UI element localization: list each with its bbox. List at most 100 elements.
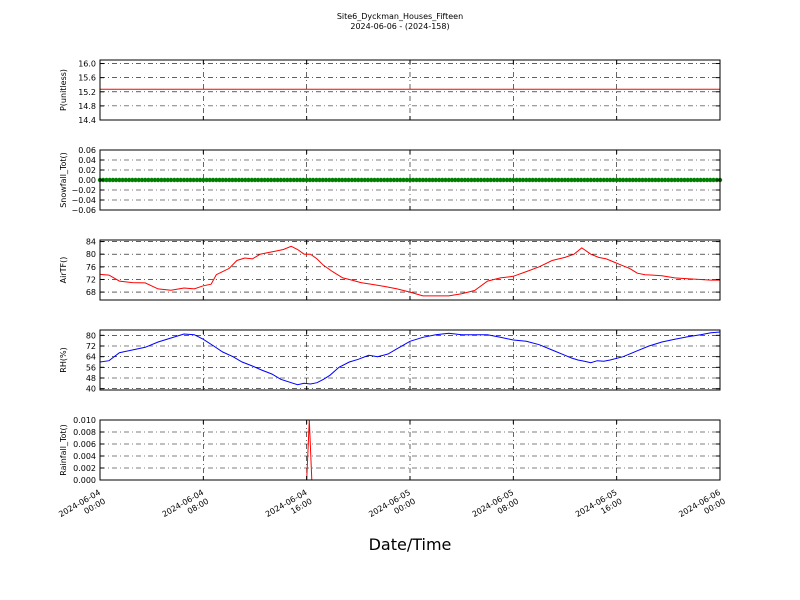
x-tick-label: 2024-06-0408:00 <box>161 488 211 528</box>
data-point <box>323 177 329 183</box>
data-point <box>207 177 212 183</box>
data-point <box>604 177 610 183</box>
data-point <box>301 177 306 183</box>
data-point <box>230 177 235 183</box>
data-point <box>117 177 122 183</box>
data-point <box>310 177 316 183</box>
data-point <box>520 177 526 183</box>
data-point <box>107 177 112 183</box>
series-line <box>100 245 720 297</box>
data-point <box>578 177 584 183</box>
data-point <box>139 177 145 183</box>
data-point <box>698 177 703 183</box>
data-point <box>404 177 409 183</box>
y-axis-label: AirTF() <box>59 257 68 284</box>
data-point <box>543 177 548 183</box>
data-point <box>349 177 355 183</box>
x-tick-label: 2024-06-0500:00 <box>367 488 417 528</box>
data-point <box>449 177 455 183</box>
data-point <box>210 177 216 183</box>
data-point <box>159 177 164 183</box>
data-point <box>540 177 545 183</box>
data-point <box>436 177 442 183</box>
data-point <box>356 177 361 183</box>
data-point <box>666 177 671 183</box>
data-point <box>172 177 177 183</box>
data-point <box>533 177 539 183</box>
y-tick-label: 0.00 <box>78 176 96 185</box>
series-line <box>100 331 720 386</box>
data-point <box>330 177 335 183</box>
chart-title: Site6_Dyckman_Houses_Fifteen <box>337 12 463 21</box>
data-point <box>104 177 109 183</box>
data-point <box>130 177 135 183</box>
data-point <box>298 177 303 183</box>
panels: 14.414.815.215.616.0P(unitless)−0.06−0.0… <box>59 59 723 485</box>
panel-2: −0.06−0.04−0.020.000.020.040.06 Snowfall_… <box>59 146 723 215</box>
data-point <box>336 177 342 183</box>
data-point <box>191 177 196 183</box>
data-point <box>346 177 351 183</box>
panel-3: 68 72 76 80 84 AirTF() <box>59 238 721 301</box>
data-point <box>620 177 626 183</box>
data-point <box>227 177 232 183</box>
data-point <box>462 177 468 183</box>
data-point <box>562 177 568 183</box>
data-point <box>359 177 364 183</box>
x-axis-label: Date/Time <box>369 535 452 554</box>
data-point <box>433 177 438 183</box>
data-point <box>656 177 661 183</box>
data-point <box>181 177 187 183</box>
chart-subtitle: 2024-06-06 - (2024-158) <box>350 22 449 31</box>
x-tick-label: 2024-06-0400:00 <box>57 488 107 528</box>
data-point <box>220 177 225 183</box>
data-point <box>491 177 497 183</box>
y-tick-label: 64 <box>86 353 96 362</box>
data-point <box>113 177 119 183</box>
data-point <box>201 177 206 183</box>
y-tick-label: 40 <box>86 385 96 394</box>
data-point <box>136 177 141 183</box>
data-point <box>391 177 397 183</box>
x-tick-label: 2024-06-0508:00 <box>471 488 521 528</box>
data-point <box>178 177 183 183</box>
y-tick-label: 0.010 <box>73 416 96 425</box>
data-point <box>285 177 290 183</box>
data-point <box>294 177 300 183</box>
data-point <box>194 177 200 183</box>
data-point <box>333 177 338 183</box>
data-point <box>688 177 694 183</box>
data-point <box>633 177 639 183</box>
data-point <box>472 177 477 183</box>
data-point <box>650 177 655 183</box>
y-tick-label: 80 <box>86 250 96 259</box>
y-tick-label: −0.02 <box>71 186 96 195</box>
data-point <box>572 177 577 183</box>
data-point <box>146 177 151 183</box>
data-point <box>423 177 429 183</box>
y-axis-label: Rainfall_Tot() <box>59 424 68 476</box>
data-point <box>530 177 535 183</box>
data-point <box>314 177 319 183</box>
data-point <box>217 177 222 183</box>
data-point <box>362 177 367 183</box>
data-point <box>246 177 251 183</box>
data-point <box>495 177 500 183</box>
data-point <box>414 177 419 183</box>
data-point <box>630 177 635 183</box>
y-axis-label: P(unitless) <box>59 69 68 111</box>
data-point <box>272 177 277 183</box>
data-point <box>126 177 132 183</box>
data-point <box>340 177 345 183</box>
data-point <box>123 177 128 183</box>
data-point <box>711 177 716 183</box>
data-point <box>411 177 416 183</box>
y-tick-label: 14.4 <box>78 116 96 125</box>
y-tick-label: 48 <box>86 374 96 383</box>
data-point <box>175 177 180 183</box>
data-point <box>559 177 564 183</box>
data-point <box>469 177 474 183</box>
y-tick-label: 0.04 <box>78 156 96 165</box>
data-point <box>168 177 174 183</box>
data-point <box>553 177 558 183</box>
